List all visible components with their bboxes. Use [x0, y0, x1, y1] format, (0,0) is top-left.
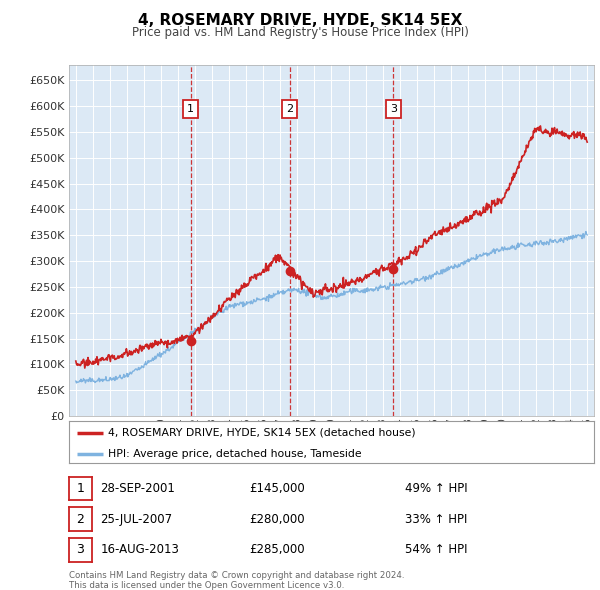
- Text: 1: 1: [187, 104, 194, 114]
- Text: 4, ROSEMARY DRIVE, HYDE, SK14 5EX (detached house): 4, ROSEMARY DRIVE, HYDE, SK14 5EX (detac…: [109, 428, 416, 438]
- Text: £285,000: £285,000: [249, 543, 305, 556]
- Text: This data is licensed under the Open Government Licence v3.0.: This data is licensed under the Open Gov…: [69, 581, 344, 590]
- Text: £145,000: £145,000: [249, 482, 305, 495]
- Text: 33% ↑ HPI: 33% ↑ HPI: [405, 513, 467, 526]
- Text: 25-JUL-2007: 25-JUL-2007: [100, 513, 172, 526]
- Text: HPI: Average price, detached house, Tameside: HPI: Average price, detached house, Tame…: [109, 449, 362, 459]
- Text: 3: 3: [76, 543, 85, 556]
- Text: 1: 1: [76, 482, 85, 495]
- Text: 3: 3: [390, 104, 397, 114]
- Text: Price paid vs. HM Land Registry's House Price Index (HPI): Price paid vs. HM Land Registry's House …: [131, 26, 469, 39]
- Text: £280,000: £280,000: [249, 513, 305, 526]
- Text: Contains HM Land Registry data © Crown copyright and database right 2024.: Contains HM Land Registry data © Crown c…: [69, 571, 404, 580]
- Text: 54% ↑ HPI: 54% ↑ HPI: [405, 543, 467, 556]
- Text: 49% ↑ HPI: 49% ↑ HPI: [405, 482, 467, 495]
- Text: 28-SEP-2001: 28-SEP-2001: [100, 482, 175, 495]
- Text: 4, ROSEMARY DRIVE, HYDE, SK14 5EX: 4, ROSEMARY DRIVE, HYDE, SK14 5EX: [138, 13, 462, 28]
- Text: 16-AUG-2013: 16-AUG-2013: [100, 543, 179, 556]
- Text: 2: 2: [76, 513, 85, 526]
- Text: 2: 2: [286, 104, 293, 114]
